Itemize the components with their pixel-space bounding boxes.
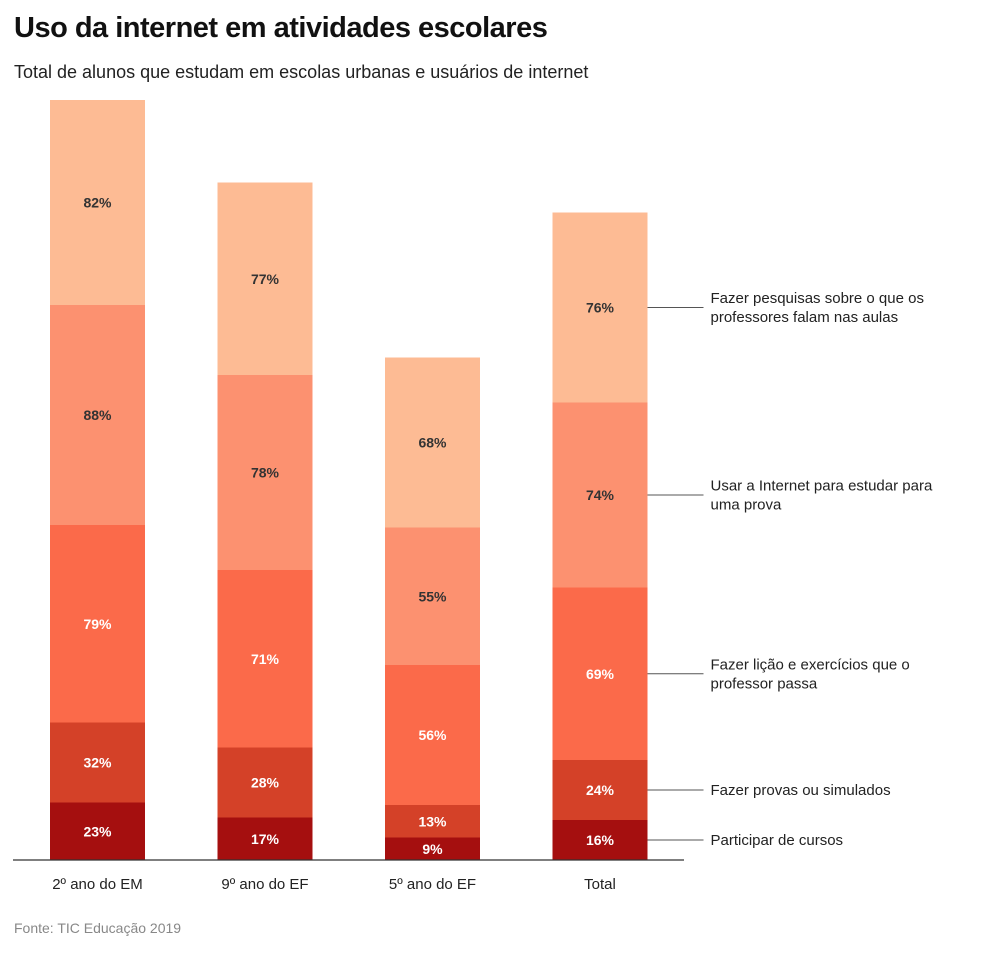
data-label: 68% <box>418 435 447 451</box>
data-label: 76% <box>586 300 615 316</box>
data-label: 71% <box>251 651 280 667</box>
legend-label: Fazer provas ou simulados <box>711 782 891 799</box>
data-label: 74% <box>586 487 615 503</box>
data-label: 28% <box>251 775 280 791</box>
bar-segment <box>217 570 313 748</box>
data-label: 56% <box>418 727 447 743</box>
bar-segment <box>217 817 313 860</box>
data-label: 55% <box>418 588 447 604</box>
legend-label: Participar de cursos <box>711 832 844 849</box>
data-label: 17% <box>251 831 280 847</box>
bar-segment <box>217 182 313 375</box>
x-tick-label: 9º ano do EF <box>221 876 308 893</box>
legend-label: Fazer lição e exercícios que o professor … <box>711 656 910 692</box>
chart-subtitle: Total de alunos que estudam em escolas u… <box>14 62 589 82</box>
bar-segment <box>385 665 480 805</box>
bar-segment <box>217 747 313 818</box>
data-label: 9% <box>422 841 443 857</box>
data-label: 88% <box>83 407 112 423</box>
bar-segment <box>50 525 145 723</box>
x-tick-label: Total <box>584 876 616 893</box>
bar-segment <box>50 722 145 803</box>
chart-title: Uso da internet em atividades escolares <box>14 12 548 44</box>
bar-segment <box>385 837 480 860</box>
data-label: 82% <box>83 195 112 211</box>
bar-segment <box>552 587 648 760</box>
bar-segment <box>385 805 480 838</box>
bar-segment <box>217 375 313 570</box>
legend-label: Usar a Internet para estudar para uma pro… <box>711 478 933 514</box>
bar-segment <box>552 402 648 588</box>
legend-label: Fazer pesquisas sobre o que os professore… <box>711 290 924 326</box>
data-label: 23% <box>83 823 112 839</box>
data-label: 79% <box>83 616 112 632</box>
data-label: 69% <box>586 666 615 682</box>
bar-segment <box>50 802 145 860</box>
x-tick-label: 5º ano do EF <box>389 876 476 893</box>
source-note: Fonte: TIC Educação 2019 <box>14 920 182 936</box>
bar-segment <box>385 527 480 665</box>
bar-segment <box>50 305 145 525</box>
bar-segment <box>552 760 648 820</box>
data-label: 77% <box>251 271 280 287</box>
x-tick-label: 2º ano do EM <box>52 876 143 893</box>
data-label: 24% <box>586 782 615 798</box>
bar-segment <box>552 820 648 860</box>
data-label: 13% <box>418 813 447 829</box>
bar-segment <box>385 357 480 528</box>
bar-segment <box>552 212 648 403</box>
data-label: 32% <box>83 755 112 771</box>
data-label: 16% <box>586 832 615 848</box>
data-label: 78% <box>251 465 280 481</box>
bar-segment <box>50 100 145 305</box>
